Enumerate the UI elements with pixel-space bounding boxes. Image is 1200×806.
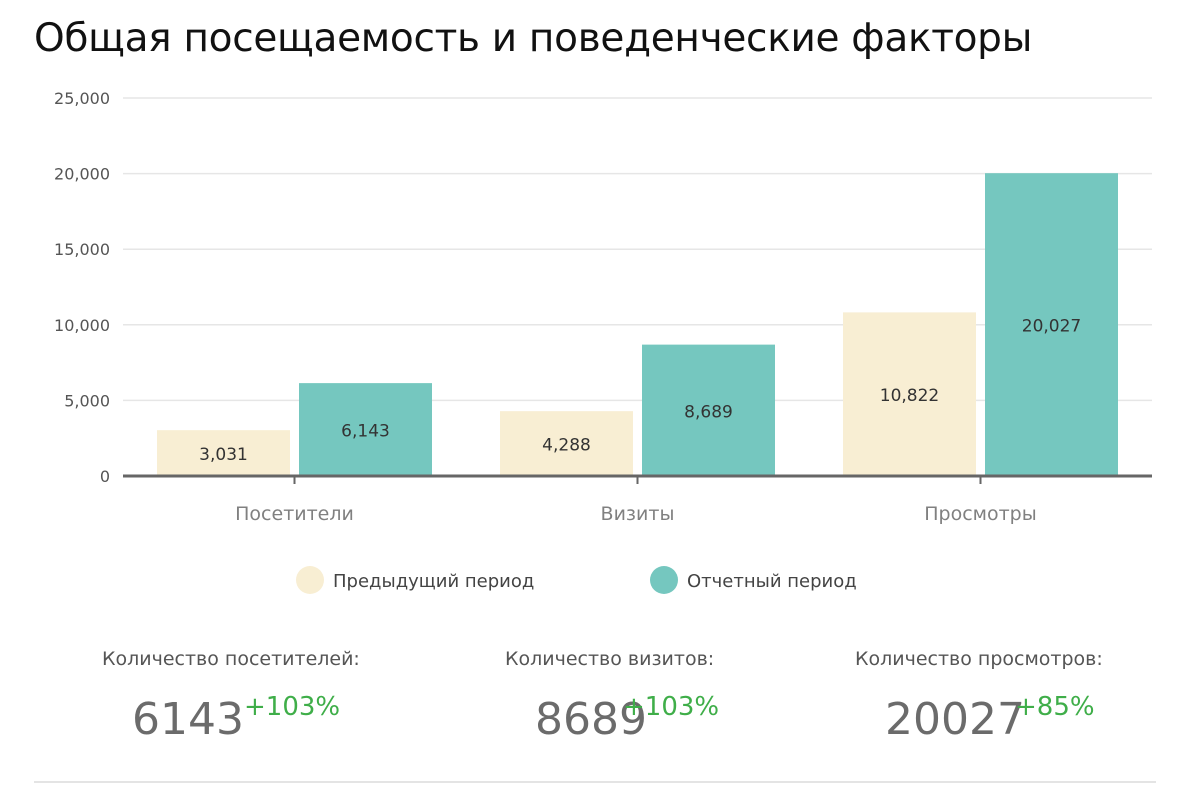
stat-change: +103% bbox=[244, 692, 341, 722]
legend-item[interactable]: Предыдущий период bbox=[296, 566, 534, 594]
stat-value: 20027 bbox=[885, 694, 1025, 745]
bars-layer: 3,031 6,143 4,288 8,689 10,822 20,027 bbox=[157, 173, 1118, 476]
bar bbox=[299, 383, 432, 476]
x-tick-label: Визиты bbox=[601, 503, 675, 525]
legend-item[interactable]: Отчетный период bbox=[650, 566, 857, 594]
bar-chart: 3,031 6,143 4,288 8,689 10,822 20,027 0 5,000 1… bbox=[54, 89, 1152, 594]
axis-layer: 0 5,000 10,000 15,000 20,000 25,000 Посетители… bbox=[54, 89, 1152, 525]
y-tick-label: 15,000 bbox=[54, 240, 110, 259]
bar bbox=[500, 411, 633, 476]
stat-value: 8689 bbox=[535, 694, 647, 745]
bar-value-label: 6,143 bbox=[341, 422, 390, 442]
legend-label: Отчетный период bbox=[687, 571, 857, 592]
legend-swatch bbox=[650, 566, 678, 594]
bar-value-label: 8,689 bbox=[684, 402, 733, 422]
bar-value-label: 20,027 bbox=[1022, 317, 1081, 337]
bar-value-label: 3,031 bbox=[199, 445, 248, 465]
bar bbox=[642, 344, 775, 476]
y-tick-label: 20,000 bbox=[54, 165, 110, 184]
bar bbox=[985, 173, 1118, 476]
y-tick-label: 0 bbox=[100, 467, 110, 486]
chart-title: Общая посещаемость и поведенческие факто… bbox=[34, 16, 1033, 61]
x-tick-label: Посетители bbox=[235, 503, 354, 525]
stat-label: Количество посетителей: bbox=[102, 648, 360, 670]
legend[interactable]: Предыдущий период Отчетный период bbox=[296, 566, 857, 594]
bar-value-label: 4,288 bbox=[542, 436, 591, 456]
stat-change: +103% bbox=[623, 692, 720, 722]
x-tick-label: Просмотры bbox=[924, 503, 1037, 525]
grid-layer bbox=[123, 97, 1152, 402]
bar bbox=[157, 430, 290, 476]
bottom-divider bbox=[34, 781, 1156, 783]
legend-swatch bbox=[296, 566, 324, 594]
stat-label: Количество визитов: bbox=[505, 648, 715, 670]
y-tick-label: 10,000 bbox=[54, 316, 110, 335]
stat-value: 6143 bbox=[132, 694, 244, 745]
y-tick-label: 25,000 bbox=[54, 89, 110, 108]
stat-change: +85% bbox=[1015, 692, 1095, 722]
y-tick-label: 5,000 bbox=[64, 391, 110, 410]
bar-value-label: 10,822 bbox=[880, 386, 939, 406]
stat-label: Количество просмотров: bbox=[855, 648, 1103, 670]
legend-label: Предыдущий период bbox=[333, 571, 534, 592]
bar bbox=[843, 312, 976, 476]
